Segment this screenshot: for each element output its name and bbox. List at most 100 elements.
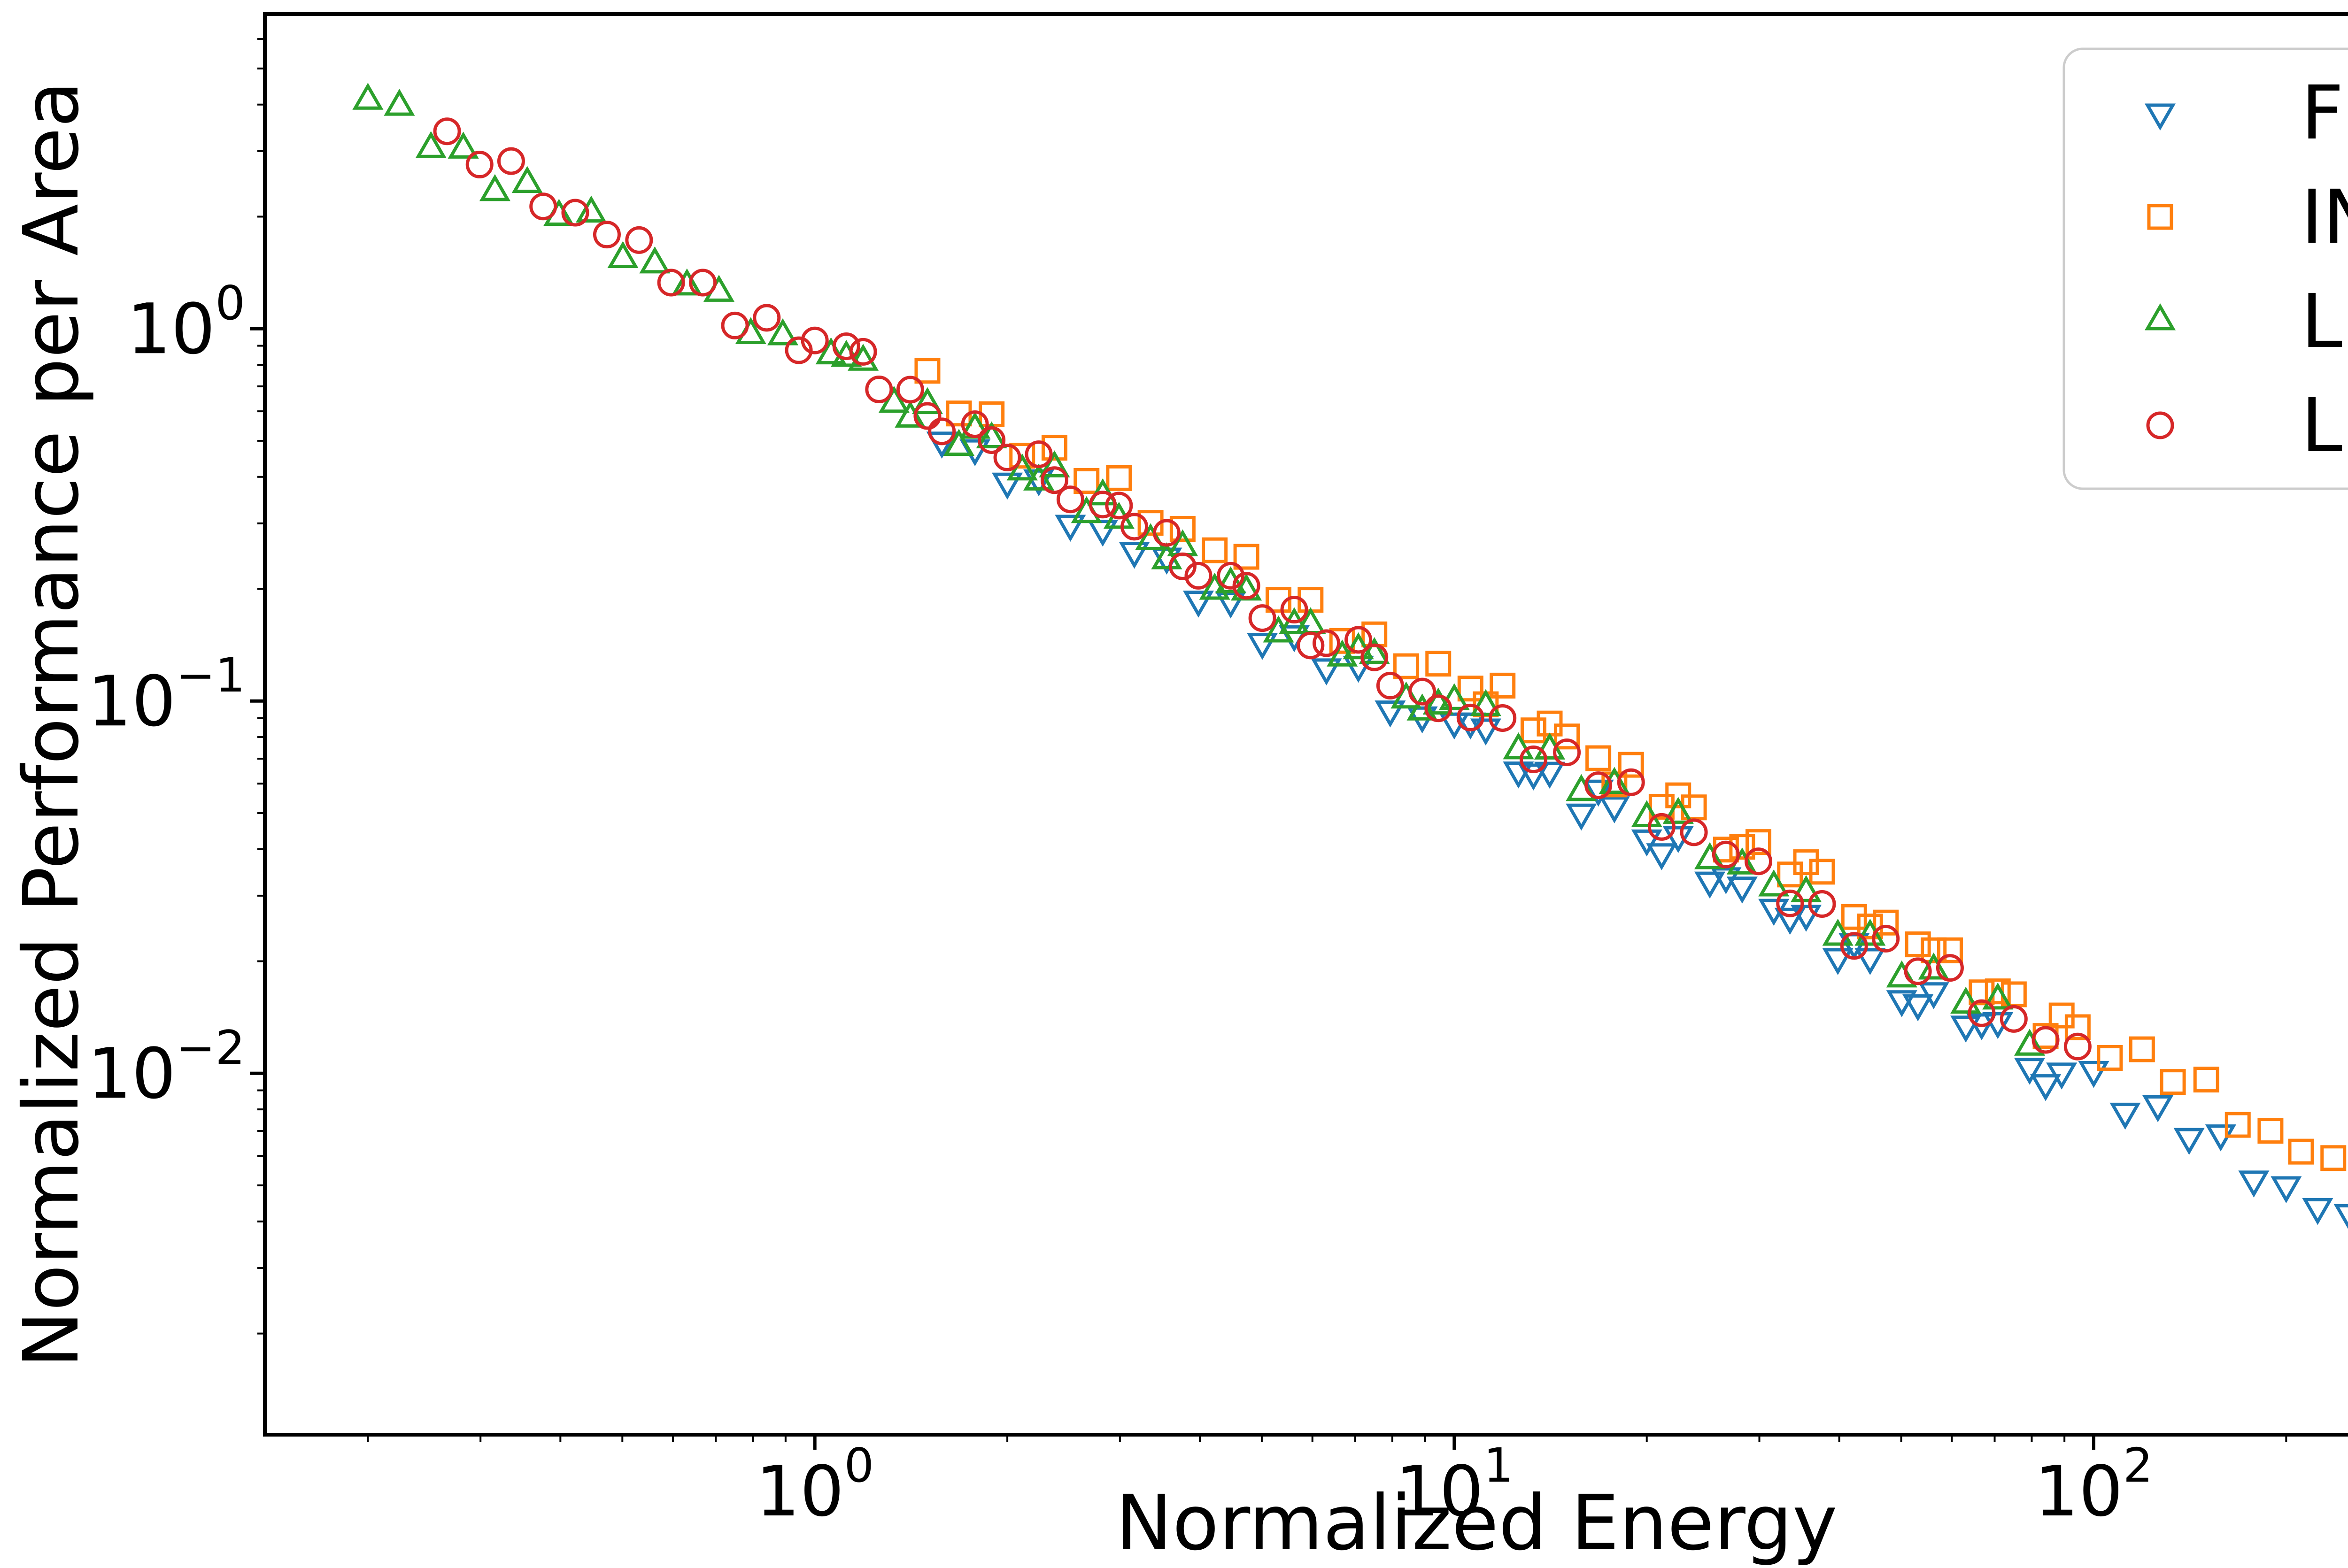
- square-icon: [1937, 937, 1963, 963]
- square-icon: [1554, 723, 1580, 750]
- circle-icon: [1776, 889, 1804, 917]
- triangle-down-icon: [1534, 761, 1566, 789]
- plot-frame: [263, 12, 2348, 1437]
- triangle-up-icon: [1694, 842, 1726, 869]
- legend-entry-lightpe-2: LightPE-2: [2146, 383, 2348, 469]
- triangle-up-icon: [1982, 982, 2014, 1010]
- square-icon: [1041, 435, 1067, 461]
- square-icon: [2147, 204, 2173, 230]
- triangle-down-icon: [2302, 1198, 2333, 1225]
- triangle-down-icon: [1182, 591, 1214, 618]
- triangle-up-icon: [1438, 683, 1470, 710]
- triangle-down-icon: [1822, 948, 1854, 976]
- square-icon: [1490, 672, 1516, 699]
- square-icon: [1841, 904, 1867, 930]
- circle-icon: [593, 221, 621, 249]
- square-icon: [1793, 849, 1819, 876]
- x-tick-label: 101: [1395, 1438, 1514, 1532]
- circle-icon: [896, 376, 924, 404]
- triangle-down-icon: [1311, 658, 1342, 685]
- circle-icon: [2031, 1026, 2060, 1054]
- circle-icon: [1344, 626, 1373, 654]
- circle-icon: [1712, 840, 1740, 869]
- triangle-down-icon: [1854, 948, 1886, 976]
- square-icon: [1809, 859, 1835, 885]
- circle-icon: [1489, 704, 1517, 732]
- circle-icon: [1248, 604, 1276, 632]
- square-icon: [1585, 745, 1612, 771]
- legend-entry-fp32: FP32: [2144, 70, 2348, 156]
- circle-icon: [993, 443, 1021, 471]
- square-icon: [1169, 516, 1196, 542]
- circle-icon: [1168, 552, 1197, 580]
- y-tick-label: 10−1: [87, 648, 245, 742]
- square-icon: [1729, 834, 1755, 860]
- circle-icon: [753, 304, 781, 332]
- legend-entry-int16: INT16: [2147, 174, 2348, 261]
- circle-icon: [1376, 671, 1404, 699]
- circle-icon: [801, 326, 829, 354]
- triangle-up-icon: [352, 83, 384, 110]
- triangle-down-icon: [1710, 867, 1742, 894]
- square-icon: [2257, 1118, 2284, 1144]
- triangle-down-icon: [1470, 718, 1501, 746]
- x-axis-label: Normalized Energy: [1115, 1479, 1837, 1566]
- square-icon: [1537, 710, 1563, 737]
- triangle-up-icon: [1758, 869, 1790, 897]
- triangle-down-icon: [1119, 542, 1150, 569]
- circle-icon: [1120, 513, 1149, 541]
- triangle-up-icon: [639, 246, 671, 274]
- circle-icon: [1936, 954, 1964, 982]
- circle-icon: [913, 402, 942, 430]
- triangle-up-icon: [1343, 632, 1374, 660]
- circle-icon: [961, 410, 989, 438]
- circle-icon: [849, 338, 877, 366]
- x-tick-label: 102: [2034, 1438, 2153, 1532]
- triangle-down-icon: [1966, 1013, 1997, 1040]
- triangle-down-icon: [1247, 633, 1278, 660]
- triangle-up-icon: [1631, 800, 1662, 827]
- triangle-down-icon: [1902, 994, 1934, 1022]
- triangle-up-icon: [1470, 689, 1501, 716]
- triangle-down-icon: [2271, 1176, 2302, 1204]
- data-series-layer: [352, 83, 2348, 1229]
- triangle-down-icon: [2109, 1102, 2141, 1130]
- legend-entry-lightpe-1: LightPE-1: [2144, 278, 2348, 365]
- circle-icon: [1680, 818, 1708, 846]
- triangle-down-icon: [2333, 1204, 2348, 1229]
- triangle-up-icon: [415, 131, 447, 158]
- x-tick-label: 100: [756, 1438, 874, 1532]
- triangle-down-icon: [1455, 712, 1486, 740]
- triangle-up-icon: [1822, 918, 1854, 946]
- square-icon: [1202, 537, 1228, 563]
- series-lightpe-2: [433, 117, 2092, 1061]
- legend: FP32 INT16 LightPE-1 LightPE-2: [2062, 47, 2348, 490]
- triangle-down-icon: [1055, 515, 1086, 542]
- triangle-down-icon: [2030, 1074, 2062, 1101]
- y-tick-label: 10−2: [87, 1020, 245, 1114]
- circle-icon: [625, 226, 653, 254]
- triangle-up-icon: [1023, 463, 1055, 491]
- triangle-down-icon: [992, 472, 1023, 500]
- circle-icon: [1424, 694, 1452, 723]
- legend-box: [2062, 47, 2348, 490]
- square-icon: [1873, 909, 1899, 936]
- circle-icon: [433, 117, 461, 146]
- triangle-down-icon: [1375, 700, 1406, 728]
- circle-icon: [2063, 1032, 2092, 1061]
- triangle-up-icon: [511, 166, 543, 193]
- circle-icon: [721, 311, 749, 339]
- triangle-up-icon: [479, 174, 510, 201]
- triangle-up-icon: [1503, 732, 1534, 760]
- square-icon: [1665, 782, 1691, 808]
- triangle-down-icon: [2142, 1095, 2174, 1122]
- square-icon: [1106, 465, 1132, 491]
- circle-icon: [1519, 746, 1547, 774]
- circle-icon: [1040, 466, 1068, 494]
- square-icon: [1233, 544, 1259, 570]
- triangle-up-icon: [767, 318, 798, 346]
- circle-icon: [1105, 492, 1133, 520]
- circle-icon: [1297, 631, 1325, 660]
- circle-icon: [657, 269, 685, 297]
